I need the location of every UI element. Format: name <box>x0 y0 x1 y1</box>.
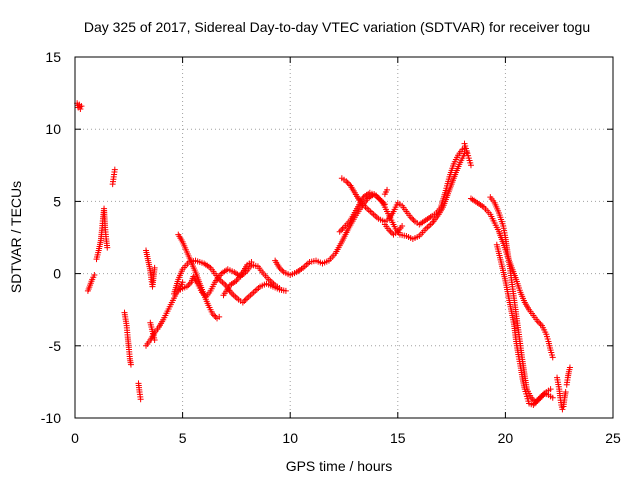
series-arc-01 <box>74 100 85 112</box>
data-point <box>198 289 205 296</box>
data-point <box>151 337 158 344</box>
x-tick-label: 20 <box>498 430 514 446</box>
series-arc-24 <box>563 364 573 388</box>
data-point <box>536 396 543 403</box>
data-point <box>104 244 111 251</box>
data-point <box>530 402 537 409</box>
data-point <box>467 162 474 169</box>
data-point <box>282 287 289 294</box>
data-point <box>407 214 414 221</box>
series-arc-17 <box>381 221 406 238</box>
series-arc-13 <box>220 259 255 299</box>
data-point <box>387 228 394 235</box>
data-point <box>248 259 255 266</box>
data-point <box>528 394 535 401</box>
series-arc-06 <box>135 380 144 403</box>
x-tick-label: 5 <box>179 430 187 446</box>
data-point <box>549 394 556 401</box>
y-tick-label: -10 <box>41 410 61 426</box>
data-point <box>410 217 417 224</box>
y-tick-label: 10 <box>45 121 61 137</box>
series-arc-03 <box>93 205 111 263</box>
data-point <box>384 186 391 193</box>
series-arc-07 <box>143 247 158 290</box>
data-point <box>179 279 186 286</box>
data-point <box>547 386 554 393</box>
series-arc-12 <box>177 261 283 300</box>
data-point <box>566 364 573 371</box>
data-point <box>344 179 351 186</box>
data-point <box>549 354 556 361</box>
data-point <box>537 394 544 401</box>
data-point <box>277 266 284 273</box>
data-point <box>399 222 406 229</box>
y-tick-label: 0 <box>53 266 61 282</box>
data-point <box>540 391 547 398</box>
data-point <box>409 215 416 222</box>
data-point <box>242 296 249 303</box>
data-point <box>538 393 545 400</box>
data-point <box>343 178 350 185</box>
data-point <box>276 285 283 292</box>
series-arc-23 <box>554 374 569 413</box>
series-arc-04 <box>109 166 118 188</box>
data-point <box>559 406 566 413</box>
data-point <box>529 396 536 403</box>
data-point <box>186 280 193 287</box>
data-point <box>91 272 98 279</box>
data-point <box>534 397 541 404</box>
x-tick-label: 10 <box>282 430 298 446</box>
data-point <box>137 396 144 403</box>
series-arc-14 <box>272 191 388 279</box>
x-tick-label: 25 <box>605 430 621 446</box>
data-point <box>531 400 538 407</box>
data-point <box>211 312 218 319</box>
series-arc-05 <box>121 309 134 368</box>
data-point <box>241 298 248 305</box>
plot-frame <box>74 56 614 419</box>
data-point <box>562 389 569 396</box>
series-arc-18 <box>381 186 391 198</box>
series-arc-19 <box>461 140 474 169</box>
data-point <box>386 227 393 234</box>
series-arc-02 <box>84 272 98 294</box>
data-point <box>111 166 118 173</box>
series-arc-11 <box>170 257 289 306</box>
data-point <box>541 390 548 397</box>
data-point <box>216 313 223 320</box>
data-point <box>77 105 84 112</box>
y-tick-label: 5 <box>53 193 61 209</box>
tick-labels: 0 5 10 15 20 25 -10 -5 0 5 10 15 <box>41 49 621 446</box>
data-point <box>276 264 283 271</box>
data-point <box>533 399 540 406</box>
data-point <box>200 290 207 297</box>
data-points <box>74 100 573 413</box>
data-point <box>336 228 343 235</box>
data-point <box>78 103 85 110</box>
data-point <box>537 321 544 328</box>
data-point <box>239 299 246 306</box>
series-arc-22 <box>493 241 554 409</box>
data-point <box>185 282 192 289</box>
data-point <box>127 361 134 368</box>
data-point <box>279 267 286 274</box>
x-tick-label: 0 <box>71 430 79 446</box>
series-arc-09 <box>147 319 158 344</box>
data-point <box>183 283 190 290</box>
y-tick-label: -5 <box>49 338 62 354</box>
data-point <box>339 225 346 232</box>
y-axis-label: SDTVAR / TECUs <box>8 181 24 293</box>
data-point <box>338 227 345 234</box>
data-point <box>534 318 541 325</box>
data-point <box>209 311 216 318</box>
data-point <box>151 264 158 271</box>
data-point <box>346 181 353 188</box>
y-tick-label: 15 <box>45 49 61 65</box>
x-tick-label: 15 <box>390 430 406 446</box>
x-axis-label: GPS time / hours <box>286 458 393 474</box>
data-point <box>536 319 543 326</box>
chart-title: Day 325 of 2017, Sidereal Day-to-day VTE… <box>84 19 590 35</box>
